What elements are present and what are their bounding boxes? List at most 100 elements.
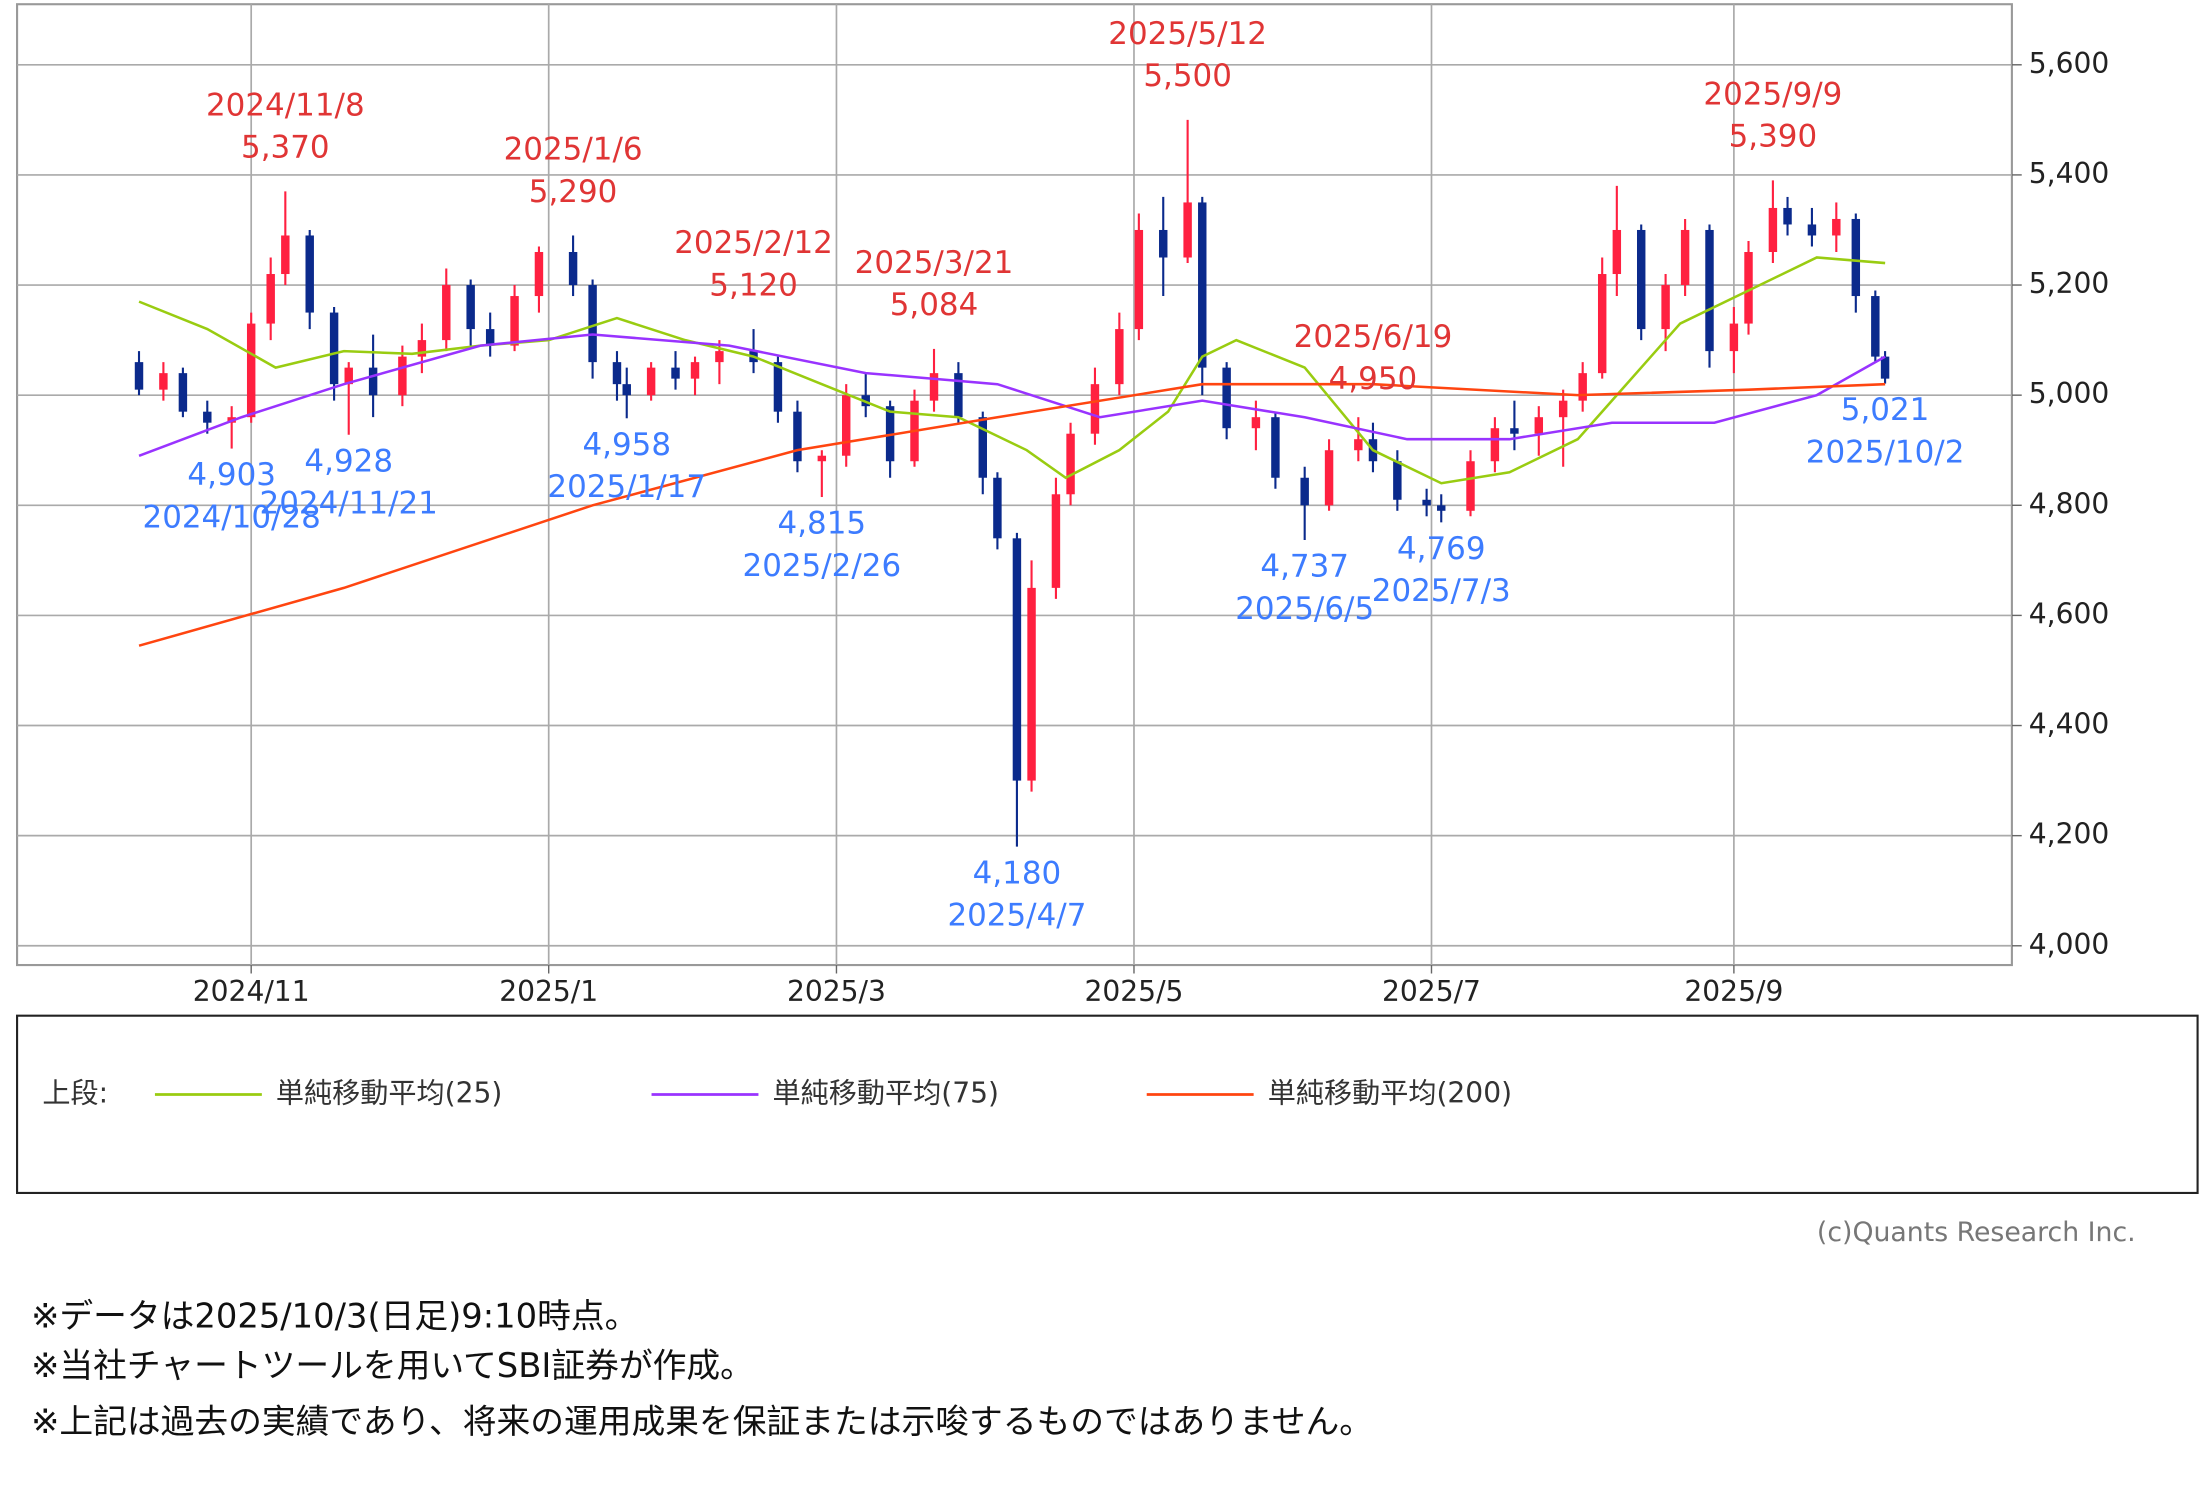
x-tick-label: 2025/9 (1684, 975, 1783, 1008)
candle-body (1636, 229, 1646, 330)
y-tick-label: 4,600 (2029, 597, 2110, 630)
candle-body (266, 274, 275, 324)
candle-body (690, 362, 700, 379)
candle-body (646, 367, 656, 396)
annotation-date: 2025/7/3 (1372, 573, 1511, 609)
candle-body (134, 362, 144, 390)
candle-body (305, 235, 314, 313)
candle-body (1222, 367, 1231, 429)
annotation-date: 2025/4/7 (947, 898, 1086, 934)
annotation-date: 2024/11/8 (206, 88, 365, 124)
y-tick-label: 4,200 (2029, 818, 2110, 851)
candle-body (1271, 417, 1280, 478)
candle-body (1871, 296, 1880, 357)
legend-label: 単純移動平均(200) (1268, 1076, 1512, 1109)
candle-body (1851, 218, 1861, 297)
candle-body (793, 411, 802, 462)
candle-body (329, 312, 339, 385)
candle-body (817, 455, 827, 462)
annotation-value: 4,958 (582, 427, 671, 463)
legend-label: 単純移動平均(75) (773, 1076, 999, 1109)
candle-body (442, 285, 451, 341)
y-tick-label: 5,000 (2029, 377, 2110, 410)
candle-body (568, 251, 578, 286)
annotation-value: 5,370 (241, 130, 330, 166)
candle-body (1612, 229, 1622, 275)
candle-body (159, 373, 168, 390)
candle-body (929, 373, 939, 401)
candle-body (368, 367, 378, 396)
note: ※当社チャートツールを用いてSBI証券が作成。 (31, 1346, 754, 1385)
x-tick-label: 2025/3 (787, 975, 886, 1008)
candle-body (1466, 461, 1475, 511)
annotation-date: 2025/6/5 (1235, 591, 1374, 627)
legend-title: 上段: (42, 1076, 108, 1109)
annotation-date: 2024/11/21 (260, 486, 438, 522)
x-tick-label: 2025/7 (1382, 975, 1481, 1008)
annotation-value: 4,928 (304, 443, 393, 479)
annotation-date: 2025/5/12 (1108, 16, 1267, 52)
candle-body (1051, 494, 1061, 588)
candle-body (534, 251, 544, 297)
y-tick-label: 5,400 (2029, 157, 2110, 190)
candle-body (978, 417, 988, 478)
candle-body (417, 340, 427, 357)
candle-body (1729, 323, 1739, 352)
annotation-value: 5,021 (1841, 392, 1930, 428)
annotation-date: 2025/2/26 (743, 548, 902, 584)
candle-body (1490, 428, 1500, 462)
annotation-value: 4,737 (1260, 549, 1349, 585)
candle-body (1198, 202, 1207, 368)
candle-body (281, 235, 290, 275)
annotation-value: 5,120 (709, 267, 798, 303)
candle-body (203, 411, 212, 423)
candle-body (1251, 417, 1261, 429)
candle-body (993, 477, 1002, 539)
x-tick-label: 2025/5 (1085, 975, 1184, 1008)
candle-body (1012, 538, 1022, 781)
annotation-date: 2025/3/21 (855, 245, 1014, 281)
candle-body (1880, 356, 1890, 379)
candle-body (510, 296, 519, 346)
candle-body (1783, 207, 1792, 225)
candle-body (1134, 229, 1144, 330)
candle-body (1597, 274, 1607, 374)
candle-body (954, 373, 963, 418)
annotation-value: 4,180 (973, 855, 1062, 891)
candle-body (1832, 218, 1841, 236)
annotation-value: 4,903 (187, 457, 276, 493)
candle-body (588, 285, 597, 363)
candle-body (1159, 229, 1168, 258)
candle-body (1066, 433, 1075, 495)
candle-body (1680, 229, 1690, 286)
candle-body (841, 395, 851, 456)
moving-average-line (138, 333, 1886, 457)
annotation-date: 2025/9/9 (1703, 77, 1842, 113)
candle-body (1510, 428, 1519, 434)
candle-body (1705, 229, 1714, 352)
candle-body (1324, 450, 1334, 506)
candle-body (622, 384, 631, 396)
candle-body (246, 323, 256, 418)
legend-label: 単純移動平均(25) (276, 1076, 502, 1109)
candle-body (1744, 251, 1753, 324)
annotation-value: 5,084 (890, 287, 979, 323)
annotation-date: 2024/10/28 (143, 499, 321, 535)
note: ※上記は過去の実績であり、将来の運用成果を保証または示唆するものではありません。 (31, 1402, 1373, 1441)
y-tick-label: 4,800 (2029, 487, 2110, 520)
candle-body (178, 373, 188, 412)
annotation-date: 2025/1/17 (547, 469, 706, 505)
candle-body (671, 367, 680, 379)
annotation-value: 5,390 (1729, 119, 1818, 155)
plot-frame (16, 3, 2013, 967)
moving-average-line (138, 382, 1886, 647)
annotation-value: 5,290 (529, 174, 618, 210)
annotation-date: 2025/1/6 (504, 132, 643, 168)
annotation-value: 4,815 (778, 506, 867, 542)
note: ※データは2025/10/3(日足)9:10時点。 (31, 1297, 638, 1336)
x-tick-label: 2024/11 (193, 975, 310, 1008)
annotation-date: 2025/2/12 (674, 225, 833, 261)
y-tick-label: 4,000 (2029, 928, 2110, 961)
annotation-value: 5,500 (1143, 58, 1232, 94)
candle-body (344, 367, 353, 385)
